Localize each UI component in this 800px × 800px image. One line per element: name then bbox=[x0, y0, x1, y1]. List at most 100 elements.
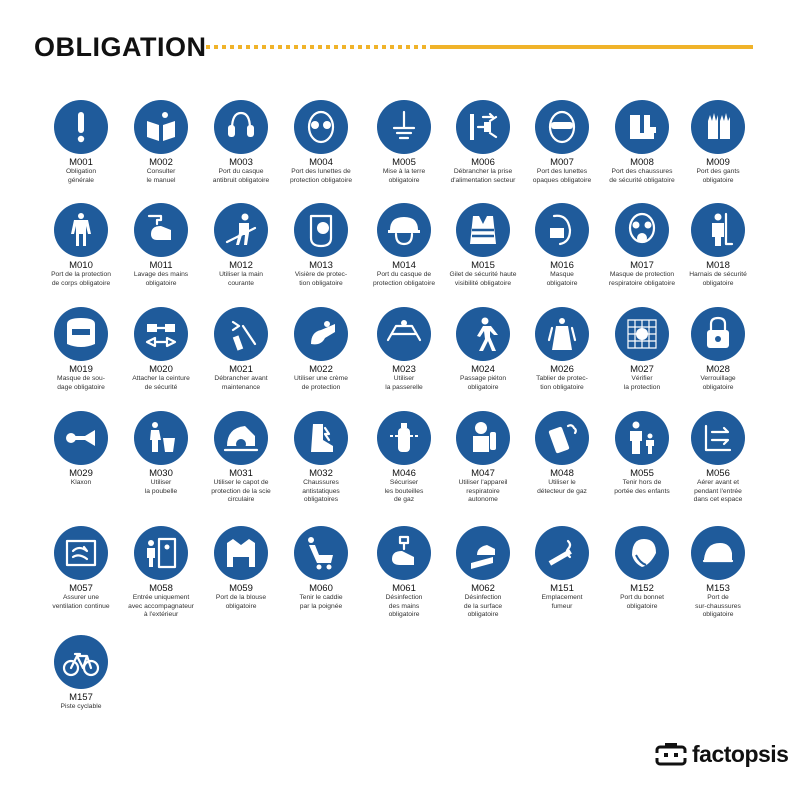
hard-hat-icon bbox=[377, 203, 431, 257]
sign-code: M032 bbox=[309, 468, 333, 479]
gloves-icon bbox=[691, 100, 745, 154]
sign-label: Désinfection des mains obligatoire bbox=[385, 594, 423, 619]
sign-label: Port de la blouse obligatoire bbox=[215, 594, 267, 610]
sign-m152: M152 Port du bonnet obligatoire bbox=[592, 526, 692, 611]
cream-icon bbox=[294, 307, 348, 361]
sign-code: M010 bbox=[69, 260, 93, 271]
attendant-icon bbox=[134, 526, 188, 580]
unplug-icon bbox=[456, 100, 510, 154]
safety-boots-icon bbox=[615, 100, 669, 154]
sign-code: M048 bbox=[550, 468, 574, 479]
sign-label: Passage piéton obligatoire bbox=[459, 375, 507, 391]
sign-label: Attacher la ceinture de sécurité bbox=[132, 375, 190, 391]
sign-label: Utiliser la main courante bbox=[219, 271, 263, 287]
sign-label: Harnais de sécurité obligatoire bbox=[689, 271, 747, 287]
sign-code: M021 bbox=[229, 364, 253, 375]
sign-code: M061 bbox=[392, 583, 416, 594]
page-title: OBLIGATION bbox=[34, 32, 207, 62]
sign-label: Verrouillage obligatoire bbox=[700, 375, 736, 391]
harness-icon bbox=[691, 203, 745, 257]
sign-label: Assurer une ventilation continue bbox=[52, 594, 110, 610]
sign-m032: M032 Chaussures antistatiques obligatoir… bbox=[271, 411, 371, 505]
hi-vis-vest-icon bbox=[456, 203, 510, 257]
safety-glasses-icon bbox=[294, 100, 348, 154]
pedestrian-icon bbox=[456, 307, 510, 361]
sign-label: Gilet de sécurité haute visibilité oblig… bbox=[449, 271, 517, 287]
sign-m004: M004 Port des lunettes de protection obl… bbox=[271, 100, 371, 185]
sign-m018: M018 Harnais de sécurité obligatoire bbox=[668, 203, 768, 288]
sign-label: Entrée uniquement avec accompagnateur à … bbox=[128, 594, 194, 619]
face-shield-icon bbox=[294, 203, 348, 257]
sign-m014: M014 Port du casque de protection obliga… bbox=[354, 203, 454, 288]
sign-m058: M058 Entrée uniquement avec accompagnate… bbox=[111, 526, 211, 620]
sign-code: M013 bbox=[309, 260, 333, 271]
sign-m022: M022 Utiliser une crème de protection bbox=[271, 307, 371, 392]
sign-m002: M002 Consulter le manuel bbox=[111, 100, 211, 185]
sign-label: Masque de sou- dage obligatoire bbox=[57, 375, 105, 391]
sign-label: Klaxon bbox=[70, 479, 92, 486]
sign-code: M007 bbox=[550, 157, 574, 168]
sign-m006: M006 Débrancher la prise d'alimentation … bbox=[433, 100, 533, 185]
sign-m010: M010 Port de la protection de corps obli… bbox=[31, 203, 131, 288]
sign-code: M009 bbox=[706, 157, 730, 168]
sign-m011: M011 Lavage des mains obligatoire bbox=[111, 203, 211, 288]
sign-label: Vérifier la protection bbox=[623, 375, 661, 391]
sign-label: Port des gants obligatoire bbox=[696, 168, 740, 184]
sign-m055: M055 Tenir hors de portée des enfants bbox=[592, 411, 692, 496]
sign-code: M023 bbox=[392, 364, 416, 375]
sign-m026: M026 Tablier de protec- tion obligatoire bbox=[512, 307, 612, 392]
title-underline-dashed bbox=[206, 45, 431, 49]
sign-m062: M062 Désinfection de la surface obligato… bbox=[433, 526, 533, 620]
sign-label: Masque obligatoire bbox=[546, 271, 578, 287]
ground-icon bbox=[377, 100, 431, 154]
exclamation-icon bbox=[54, 100, 108, 154]
sign-label: Tenir le caddie par la poignée bbox=[299, 594, 343, 610]
sign-m057: M057 Assurer une ventilation continue bbox=[31, 526, 131, 611]
bicycle-icon bbox=[54, 635, 108, 689]
surface-disinfect-icon bbox=[456, 526, 510, 580]
sign-label: Débrancher la prise d'alimentation secte… bbox=[450, 168, 516, 184]
sign-code: M031 bbox=[229, 468, 253, 479]
sign-m021: M021 Débrancher avant maintenance bbox=[191, 307, 291, 392]
trash-can-icon bbox=[134, 411, 188, 465]
sign-m060: M060 Tenir le caddie par la poignée bbox=[271, 526, 371, 611]
sign-code: M006 bbox=[471, 157, 495, 168]
sign-code: M057 bbox=[69, 583, 93, 594]
sign-code: M059 bbox=[229, 583, 253, 594]
sign-code: M024 bbox=[471, 364, 495, 375]
sign-code: M152 bbox=[630, 583, 654, 594]
sign-code: M015 bbox=[471, 260, 495, 271]
sign-m023: M023 Utiliser la passerelle bbox=[354, 307, 454, 392]
sign-code: M005 bbox=[392, 157, 416, 168]
sign-label: Tenir hors de portée des enfants bbox=[614, 479, 670, 495]
sign-code: M026 bbox=[550, 364, 574, 375]
sign-code: M012 bbox=[229, 260, 253, 271]
sign-m012: M012 Utiliser la main courante bbox=[191, 203, 291, 288]
sign-code: M016 bbox=[550, 260, 574, 271]
sign-m157: M157 Piste cyclable bbox=[31, 635, 131, 712]
sign-code: M055 bbox=[630, 468, 654, 479]
sign-m061: M061 Désinfection des mains obligatoire bbox=[354, 526, 454, 620]
saw-guard-icon bbox=[214, 411, 268, 465]
ventilation-icon bbox=[54, 526, 108, 580]
sign-code: M011 bbox=[149, 260, 173, 271]
sign-code: M151 bbox=[550, 583, 574, 594]
sign-code: M018 bbox=[706, 260, 730, 271]
sign-m016: M016 Masque obligatoire bbox=[512, 203, 612, 288]
sign-m009: M009 Port des gants obligatoire bbox=[668, 100, 768, 185]
hair-cap-icon bbox=[615, 526, 669, 580]
sign-m005: M005 Mise à la terre obligatoire bbox=[354, 100, 454, 185]
sign-code: M002 bbox=[149, 157, 173, 168]
sign-label: Port des chaussures de sécurité obligato… bbox=[609, 168, 675, 184]
sign-label: Obligation générale bbox=[65, 168, 97, 184]
sign-label: Utiliser la poubelle bbox=[144, 479, 178, 495]
sign-label: Port de sur-chaussures obligatoire bbox=[695, 594, 741, 619]
sign-m007: M007 Port des lunettes opaques obligatoi… bbox=[512, 100, 612, 185]
sign-label: Port du casque antibruit obligatoire bbox=[212, 168, 270, 184]
breathing-apparatus-icon bbox=[456, 411, 510, 465]
sign-code: M056 bbox=[706, 468, 730, 479]
sign-code: M060 bbox=[309, 583, 333, 594]
sign-m024: M024 Passage piéton obligatoire bbox=[433, 307, 533, 392]
sign-m056: M056 Aérer avant et pendant l'entrée dan… bbox=[668, 411, 768, 505]
sign-label: Mise à la terre obligatoire bbox=[382, 168, 426, 184]
